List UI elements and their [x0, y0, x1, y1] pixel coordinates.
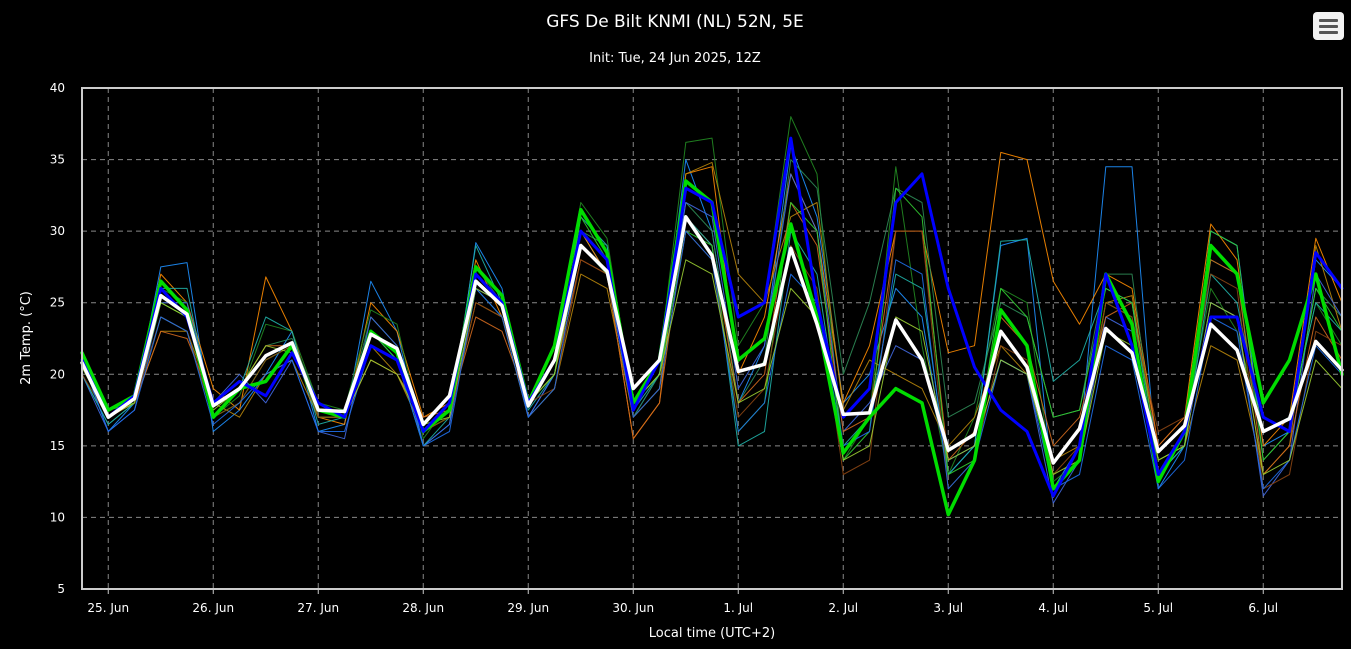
x-tick-label: 25. Jun [87, 601, 129, 615]
x-tick-label: 30. Jun [612, 601, 654, 615]
x-tick-label: 5. Jul [1143, 601, 1173, 615]
main-series [80, 136, 1344, 517]
y-axis-ticks: 5 10 15 20 25 30 35 40 [50, 81, 65, 596]
x-tick-label: 29. Jun [507, 601, 549, 615]
y-axis-title: 2m Temp. (°C) [19, 291, 34, 385]
operational-series-line [80, 136, 1344, 498]
x-tick-label: 4. Jul [1038, 601, 1068, 615]
y-tick-label: 15 [50, 439, 65, 453]
y-tick-label: 40 [50, 81, 65, 95]
x-tick-label: 1. Jul [723, 601, 753, 615]
x-tick-label: 3. Jul [933, 601, 963, 615]
x-tick-label: 26. Jun [192, 601, 234, 615]
x-tick-label: 28. Jun [402, 601, 444, 615]
y-tick-label: 5 [57, 582, 65, 596]
y-tick-label: 25 [50, 296, 65, 310]
y-tick-label: 20 [50, 367, 65, 381]
x-axis-ticks: 25. Jun 26. Jun 27. Jun 28. Jun 29. Jun 30. J… [87, 589, 1278, 615]
x-tick-label: 27. Jun [297, 601, 339, 615]
y-tick-label: 10 [50, 510, 65, 524]
y-tick-label: 30 [50, 224, 65, 238]
chart-title: GFS De Bilt KNMI (NL) 52N, 5E [546, 12, 804, 32]
x-axis-title: Local time (UTC+2) [649, 626, 775, 641]
chart-subtitle: Init: Tue, 24 Jun 2025, 12Z [589, 51, 761, 66]
x-tick-label: 6. Jul [1248, 601, 1278, 615]
y-tick-label: 35 [50, 153, 65, 167]
mean-series-line [80, 215, 1344, 465]
plot-frame [81, 87, 1343, 590]
hamburger-menu-icon[interactable] [1313, 12, 1344, 40]
ensemble-member-line-4 [81, 159, 1343, 475]
x-tick-label: 2. Jul [828, 601, 858, 615]
